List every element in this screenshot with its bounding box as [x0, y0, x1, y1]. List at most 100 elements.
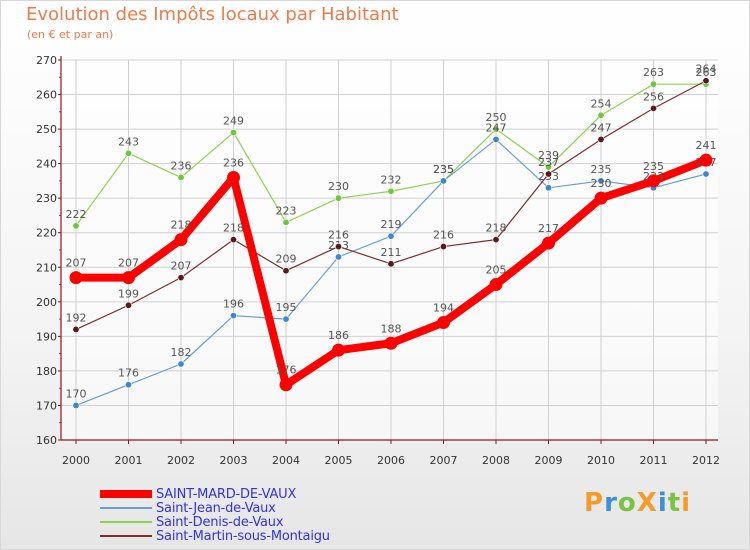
x-tick-label: 2012 — [692, 454, 720, 467]
x-tick-label: 2011 — [640, 454, 668, 467]
data-point — [597, 135, 605, 143]
data-point — [122, 271, 135, 285]
data-label: 216 — [328, 229, 349, 242]
data-point — [334, 253, 342, 261]
data-label: 249 — [223, 115, 244, 128]
data-point — [282, 267, 290, 275]
data-point — [594, 191, 608, 205]
legend-item: SAINT-MARD-DE-VAUX — [100, 486, 460, 502]
data-label: 247 — [591, 121, 612, 134]
legend-swatch — [100, 507, 152, 509]
data-point — [332, 343, 345, 357]
data-point — [230, 129, 238, 137]
data-label: 263 — [696, 66, 717, 79]
data-label: 218 — [171, 219, 192, 232]
data-point — [282, 315, 290, 323]
data-label: 216 — [433, 229, 454, 242]
y-tick-label: 250 — [36, 123, 57, 136]
legend-label: SAINT-MARD-DE-VAUX — [156, 486, 297, 502]
chart-title: Evolution des Impôts locaux par Habitant — [26, 4, 399, 25]
data-point — [334, 243, 342, 251]
data-point — [174, 233, 188, 247]
x-tick-label: 2008 — [482, 454, 510, 467]
data-point — [702, 77, 710, 85]
legend-item: Saint-Jean-de-Vaux — [100, 500, 460, 516]
data-label: 188 — [381, 322, 402, 335]
data-label: 236 — [171, 159, 192, 172]
data-label: 223 — [276, 204, 297, 217]
data-label: 205 — [486, 264, 507, 277]
data-label: 230 — [591, 177, 612, 190]
data-label: 250 — [486, 111, 507, 124]
x-tick-label: 2006 — [377, 454, 405, 467]
x-tick-label: 2002 — [167, 454, 195, 467]
data-point — [387, 187, 395, 195]
data-label: 243 — [118, 135, 139, 148]
x-tick-label: 2004 — [272, 454, 300, 467]
logo-letter: t — [667, 488, 682, 518]
data-label: 235 — [433, 163, 454, 176]
data-label: 176 — [276, 364, 297, 377]
data-label: 236 — [223, 156, 244, 169]
data-label: 195 — [276, 301, 297, 314]
x-tick-label: 2001 — [115, 454, 143, 467]
legend-label: Saint-Martin-sous-Montaigu — [156, 528, 330, 544]
data-label: 217 — [538, 222, 559, 235]
data-point — [334, 194, 342, 202]
data-point — [489, 278, 503, 292]
logo-letter: i — [657, 488, 668, 518]
data-point — [125, 381, 133, 389]
data-point — [177, 360, 185, 368]
data-point — [282, 218, 290, 226]
data-label: 196 — [223, 298, 244, 311]
legend-swatch — [100, 535, 152, 537]
data-label: 192 — [66, 311, 87, 324]
data-point — [699, 153, 713, 167]
data-point — [437, 316, 450, 330]
data-label: 218 — [486, 222, 507, 235]
logo-letter: i — [681, 488, 692, 518]
data-label: 232 — [381, 173, 402, 186]
data-point — [230, 236, 238, 244]
data-label: 170 — [66, 387, 87, 400]
data-point — [125, 301, 133, 309]
data-label: 207 — [118, 257, 139, 270]
y-tick-label: 190 — [36, 330, 57, 343]
data-point — [649, 80, 657, 88]
data-label: 222 — [66, 208, 87, 221]
y-tick-label: 210 — [36, 261, 57, 274]
y-tick-label: 240 — [36, 158, 57, 171]
data-label: 194 — [433, 302, 454, 315]
data-point — [227, 170, 240, 184]
data-point — [69, 271, 83, 285]
legend-swatch — [100, 521, 152, 523]
legend-swatch — [100, 490, 152, 498]
logo-letter: r — [604, 488, 618, 518]
data-label: 207 — [171, 260, 192, 273]
data-label: 211 — [381, 246, 402, 259]
data-point — [542, 236, 555, 250]
x-tick-label: 2009 — [535, 454, 563, 467]
data-label: 186 — [328, 329, 349, 342]
data-label: 176 — [118, 367, 139, 380]
data-point — [177, 274, 185, 282]
data-point — [544, 163, 552, 171]
logo-letter: P — [584, 488, 605, 518]
data-label: 199 — [118, 287, 139, 300]
x-tick-label: 2010 — [587, 454, 615, 467]
y-tick-label: 200 — [36, 296, 57, 309]
legend-item: Saint-Martin-sous-Montaigu — [100, 528, 460, 544]
data-point — [279, 378, 293, 392]
data-point — [387, 260, 395, 268]
data-point — [230, 312, 238, 320]
x-tick-label: 2007 — [430, 454, 458, 467]
y-tick-label: 180 — [36, 365, 57, 378]
data-label: 237 — [538, 156, 559, 169]
data-label: 209 — [276, 253, 297, 266]
data-label: 235 — [643, 160, 664, 173]
data-label: 207 — [66, 257, 87, 270]
data-label: 239 — [538, 149, 559, 162]
y-tick-label: 270 — [36, 54, 57, 67]
data-point — [439, 243, 447, 251]
legend-item: Saint-Denis-de-Vaux — [100, 514, 460, 530]
